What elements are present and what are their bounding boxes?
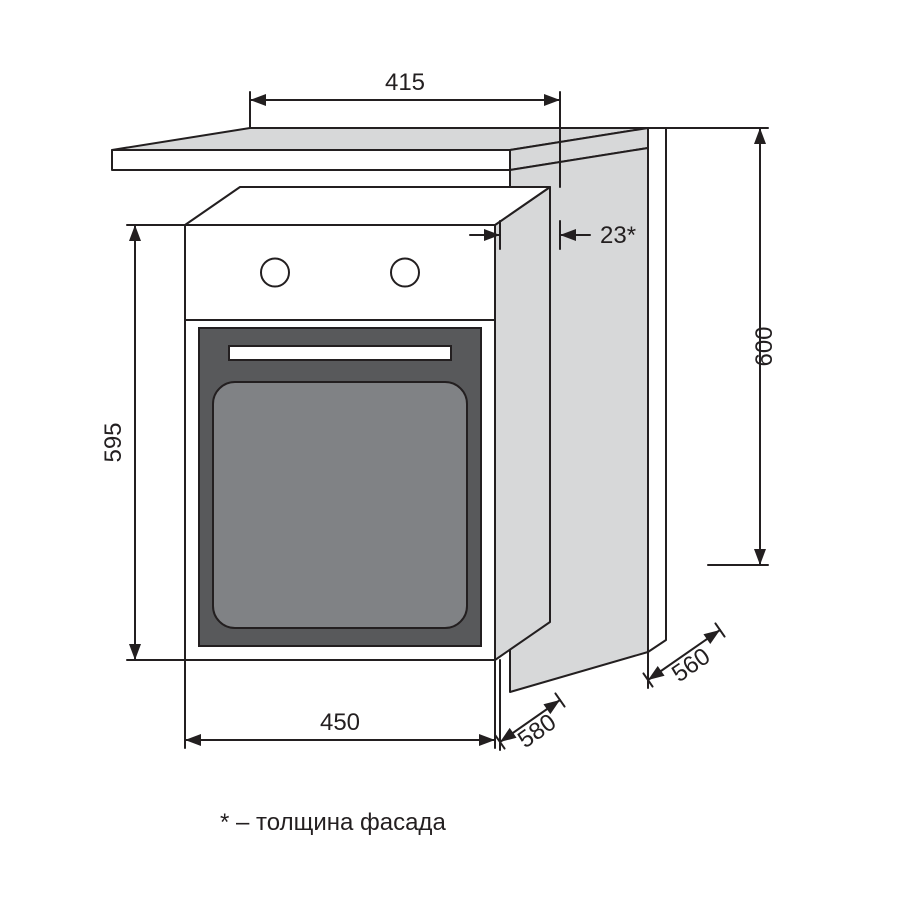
dim-595: 595 bbox=[100, 422, 127, 462]
footnote: * – толщина фасада bbox=[220, 809, 446, 836]
oven bbox=[185, 187, 550, 660]
dim-580: 580 bbox=[513, 709, 561, 754]
oven-handle bbox=[229, 346, 451, 360]
dimension-diagram: 415 23* 600 595 450 580 560 * – толщина фасада bbox=[0, 0, 900, 900]
dim-23: 23* bbox=[600, 222, 636, 249]
oven-window bbox=[213, 382, 467, 628]
oven-knob bbox=[261, 259, 289, 287]
dim-450: 450 bbox=[320, 709, 360, 736]
dim-415: 415 bbox=[385, 69, 425, 96]
dim-560: 560 bbox=[667, 643, 715, 688]
dim-600: 600 bbox=[751, 326, 778, 366]
oven-knob bbox=[391, 259, 419, 287]
